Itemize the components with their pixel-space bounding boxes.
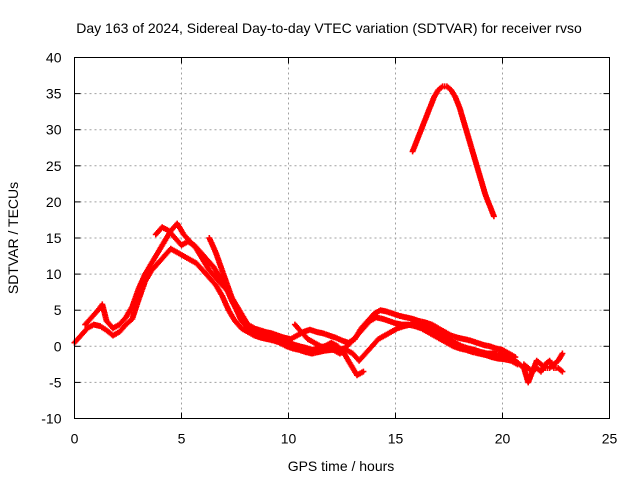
x-tick-label: 25 [602,431,618,447]
data-point-markers [291,320,517,364]
x-tick-label: 5 [178,431,186,447]
y-tick-label: 5 [54,302,62,318]
y-axis-title: SDTVAR / TECUs [5,182,21,294]
y-tick-label: 30 [46,122,62,138]
x-tick-label: 0 [71,431,79,447]
axis-ticks: 0 5 10 15 20 25 -10 -5 0 5 10 15 20 25 30 35 40 [41,50,617,447]
y-tick-label: -5 [49,374,62,390]
data-point-markers [206,235,335,353]
grid [74,57,610,419]
series-track-6 [409,83,497,220]
y-tick-label: 10 [46,266,62,282]
y-tick-label: 40 [46,50,62,66]
series-track-4 [206,235,335,353]
y-tick-label: -10 [41,411,61,427]
y-tick-label: 20 [46,194,62,210]
data-point-markers [520,350,566,375]
x-tick-label: 15 [388,431,404,447]
x-axis-title: GPS time / hours [288,458,395,474]
series-track-3 [152,224,519,361]
x-tick-label: 10 [281,431,297,447]
y-tick-label: 15 [46,230,62,246]
y-tick-label: 0 [54,338,62,354]
data-point-markers [152,224,519,361]
data-points [71,83,566,386]
x-tick-label: 20 [495,431,511,447]
y-tick-label: 35 [46,86,62,102]
chart-title: Day 163 of 2024, Sidereal Day-to-day VTE… [76,20,582,36]
series-track-5 [291,320,517,364]
series-track-8 [520,350,566,375]
data-point-markers [409,83,497,220]
y-tick-label: 25 [46,158,62,174]
